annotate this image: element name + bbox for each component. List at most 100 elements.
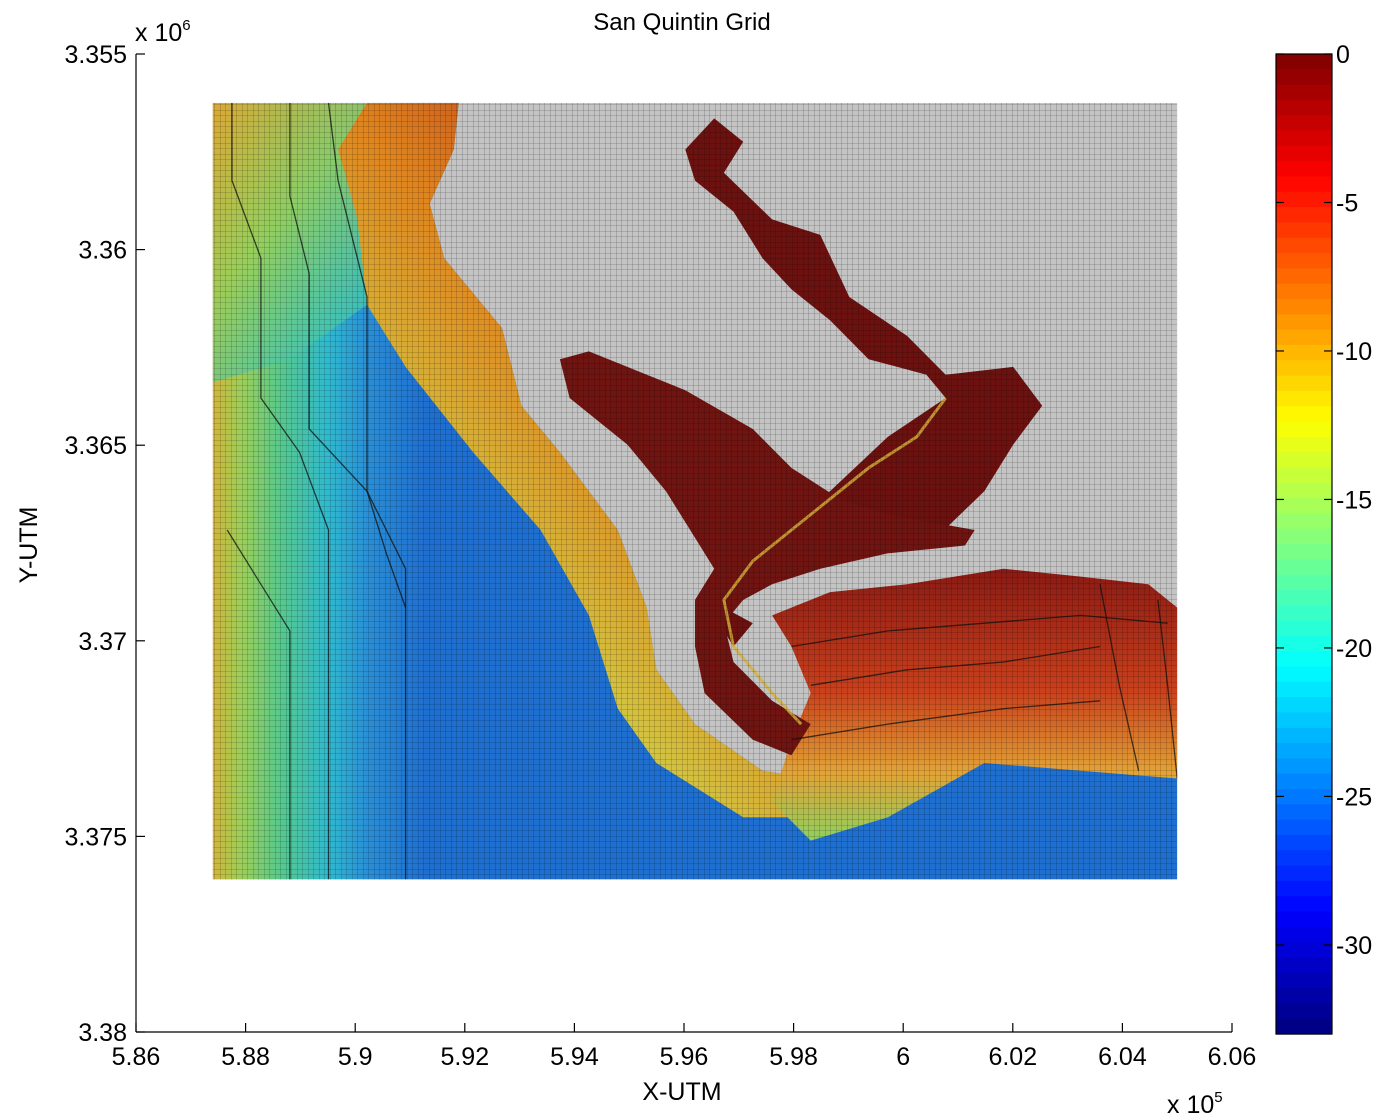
colorbar-segment <box>1276 789 1332 805</box>
x-tick-label: 5.98 <box>769 1043 818 1071</box>
colorbar-segment <box>1276 804 1332 821</box>
x-tick-label: 6.06 <box>1208 1043 1257 1071</box>
colorbar-segment <box>1276 482 1332 499</box>
y-tick-label: 3.37 <box>78 628 127 656</box>
colorbar-segment <box>1276 191 1332 208</box>
colorbar-segment <box>1276 834 1332 851</box>
y-tick-label: 3.365 <box>64 432 127 460</box>
x-tick-label: 6.02 <box>988 1043 1037 1071</box>
colorbar-tick-label: 0 <box>1336 41 1350 69</box>
svg-text:x 105: x 105 <box>1167 1089 1223 1116</box>
colorbar-segment <box>1276 237 1332 254</box>
colorbar-segment <box>1276 329 1332 346</box>
colorbar-segment <box>1276 299 1332 315</box>
colorbar-segment <box>1276 130 1332 147</box>
colorbar-segment <box>1276 452 1332 469</box>
y-tick-label: 3.355 <box>64 41 127 69</box>
x-tick-label: 5.9 <box>338 1043 373 1071</box>
colorbar-segment <box>1276 574 1332 591</box>
bathymetry-grid <box>212 102 1178 880</box>
colorbar-segment <box>1276 712 1332 729</box>
colorbar-tick-label: -25 <box>1336 783 1372 811</box>
colorbar-segment <box>1276 819 1332 836</box>
x-tick-label: 5.92 <box>440 1043 489 1071</box>
colorbar-segment <box>1276 360 1332 377</box>
y-axis-label: Y-UTM <box>15 507 43 584</box>
colorbar-segment <box>1276 544 1332 560</box>
colorbar-segment <box>1276 69 1332 86</box>
colorbar-segment <box>1276 54 1332 70</box>
colorbar-segment <box>1276 988 1332 1004</box>
colorbar-segment <box>1276 1018 1332 1035</box>
colorbar-segment <box>1276 896 1332 913</box>
colorbar-segment <box>1276 697 1332 714</box>
x-axis-label: X-UTM <box>642 1078 721 1106</box>
colorbar-tick-label: -15 <box>1336 486 1372 514</box>
colorbar-segment <box>1276 743 1332 759</box>
colorbar-segment <box>1276 314 1332 331</box>
colorbar-tick-label: -20 <box>1336 635 1372 663</box>
colorbar-segment <box>1276 513 1332 530</box>
colorbar-segment <box>1276 528 1332 545</box>
chart-title: San Quintin Grid <box>593 9 770 36</box>
colorbar-segment <box>1276 268 1332 285</box>
colorbar-segment <box>1276 605 1332 622</box>
colorbar-segment <box>1276 207 1332 224</box>
colorbar-segment <box>1276 390 1332 407</box>
colorbar-segment <box>1276 635 1332 652</box>
colorbar-segment <box>1276 84 1332 101</box>
colorbar-segment <box>1276 145 1332 162</box>
colorbar-segment <box>1276 436 1332 453</box>
colorbar-segment <box>1276 344 1332 361</box>
colorbar-segment <box>1276 681 1332 698</box>
svg-text:x 106: x 106 <box>135 17 191 47</box>
x-exponent-label: x 105 <box>1167 1089 1223 1116</box>
colorbar-tick-label: -30 <box>1336 932 1372 960</box>
colorbar-segment <box>1276 651 1332 668</box>
colorbar-segment <box>1276 1003 1332 1020</box>
colorbar-tick-label: -10 <box>1336 338 1372 366</box>
colorbar-segment <box>1276 253 1332 269</box>
colorbar-segment <box>1276 406 1332 423</box>
colorbar-segment <box>1276 942 1332 959</box>
x-axis-ticks: 5.86 5.88 5.9 5.92 5.94 5.96 5.98 6 6.02 6.04 6.06 <box>112 1023 1257 1071</box>
colorbar-segment <box>1276 161 1332 178</box>
colorbar: 0 -5 -10 -15 -20 -25 -30 <box>1275 41 1372 1035</box>
y-exponent-label: x 106 <box>135 17 191 47</box>
colorbar-segment <box>1276 421 1332 438</box>
colorbar-segment <box>1276 865 1332 882</box>
colorbar-segment <box>1276 498 1332 514</box>
grid-mesh <box>212 102 1178 880</box>
colorbar-segment <box>1276 666 1332 683</box>
colorbar-segment <box>1276 972 1332 989</box>
x-tick-label: 5.96 <box>660 1043 709 1071</box>
y-tick-label: 3.375 <box>64 823 127 851</box>
colorbar-segment <box>1276 375 1332 392</box>
colorbar-segment <box>1276 222 1332 239</box>
colorbar-segment <box>1276 758 1332 775</box>
colorbar-segment <box>1276 911 1332 928</box>
x-tick-label: 5.94 <box>550 1043 599 1071</box>
y-tick-label: 3.38 <box>78 1019 127 1047</box>
x-tick-label: 5.88 <box>221 1043 270 1071</box>
x-tick-label: 6.04 <box>1098 1043 1147 1071</box>
colorbar-frame <box>1275 53 1333 1035</box>
colorbar-segment <box>1276 880 1332 897</box>
colorbar-segment <box>1276 773 1332 790</box>
x-tick-label: 5.86 <box>112 1043 161 1071</box>
colorbar-segment <box>1276 559 1332 576</box>
colorbar-tick-label: -5 <box>1336 189 1358 217</box>
y-axis-ticks: 3.355 3.36 3.365 3.37 3.375 3.38 <box>64 41 145 1047</box>
colorbar-segment <box>1276 727 1332 744</box>
colorbar-segment <box>1276 176 1332 193</box>
colorbar-segment <box>1276 589 1332 606</box>
colorbar-segment <box>1276 850 1332 867</box>
colorbar-segment <box>1276 99 1332 116</box>
y-tick-label: 3.36 <box>78 237 127 265</box>
colorbar-segment <box>1276 283 1332 300</box>
colorbar-segment <box>1276 467 1332 484</box>
colorbar-segment <box>1276 957 1332 974</box>
colorbar-segment <box>1276 115 1332 132</box>
colorbar-segment <box>1276 620 1332 637</box>
